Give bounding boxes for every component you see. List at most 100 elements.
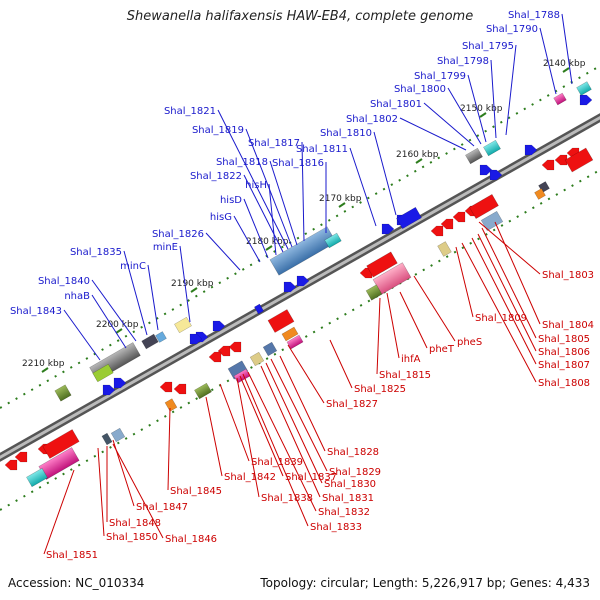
bottom-leader-line: [386, 292, 400, 359]
bottom-leader-line: [236, 377, 260, 498]
top-gene-label: Shal_1798: [437, 56, 489, 67]
top-gene-label: minC: [120, 261, 146, 272]
bottom-leader-line: [376, 297, 381, 375]
bottom-leader-line: [260, 365, 321, 498]
bottom-leader-line: [247, 371, 317, 512]
forward-gene-arrow: [489, 169, 503, 181]
top-gene-label: Shal_1810: [320, 128, 372, 139]
scale-tick-mark: [479, 112, 487, 118]
top-gene-label: hisD: [220, 195, 242, 206]
bottom-leader-line: [43, 469, 75, 555]
bottom-gene-label: Shal_1815: [379, 370, 431, 381]
top-leader-line: [505, 44, 517, 136]
top-gene-label: Shal_1835: [70, 247, 122, 258]
gene-block: [553, 92, 567, 106]
forward-gene-arrow: [189, 333, 203, 345]
bottom-leader-line: [413, 275, 456, 342]
reverse-gene-arrow: [4, 459, 18, 471]
top-gene-label: Shal_1799: [414, 71, 466, 82]
bottom-gene-label: Shal_1846: [165, 534, 217, 545]
top-strand-features: [54, 81, 593, 402]
gene-block: [480, 210, 504, 232]
bottom-gene-label: Shal_1839: [251, 457, 303, 468]
top-gene-label: Shal_1802: [346, 114, 398, 125]
top-leader-line: [268, 183, 277, 256]
reverse-gene-box: [42, 429, 80, 459]
scale-tick-label: 2190 kbp: [171, 279, 214, 289]
bottom-leader-line: [477, 233, 537, 352]
top-leader-line: [490, 59, 497, 139]
gene-block: [164, 398, 178, 412]
reverse-gene-arrow: [228, 341, 242, 353]
gene-block: [155, 331, 167, 343]
top-gene-label: Shal_1816: [272, 158, 324, 169]
top-leader-line: [63, 309, 101, 361]
bottom-gene-label: Shal_1827: [326, 399, 378, 410]
top-leader-line: [349, 147, 377, 227]
forward-gene-arrow: [579, 94, 593, 106]
top-gene-label: nhaB: [64, 291, 90, 302]
reverse-gene-arrow: [159, 381, 173, 393]
top-gene-label: Shal_1788: [508, 10, 560, 21]
bottom-gene-label: pheS: [457, 337, 482, 348]
accession-text: Accession: NC_010334: [8, 576, 145, 590]
bottom-gene-label: Shal_1807: [538, 360, 590, 371]
gene-block: [141, 333, 159, 350]
top-gene-label: Shal_1818: [216, 157, 268, 168]
bottom-leader-line: [481, 227, 537, 339]
reverse-gene-arrow: [208, 351, 222, 363]
gene-block: [365, 284, 383, 301]
gene-block: [110, 427, 126, 443]
gene-block: [465, 147, 483, 165]
bottom-gene-label: Shal_1808: [538, 378, 590, 389]
top-leader-line: [217, 109, 289, 250]
reverse-gene-box: [366, 251, 398, 278]
gene-block: [534, 188, 546, 200]
top-leader-line: [243, 174, 284, 253]
top-gene-label: Shal_1819: [192, 125, 244, 136]
scale-tick-mark: [265, 245, 273, 251]
scale-tick-mark: [415, 158, 423, 164]
bottom-gene-label: pheT: [429, 344, 455, 355]
bottom-gene-label: Shal_1842: [224, 472, 276, 483]
bottom-gene-label: Shal_1851: [46, 550, 98, 561]
bottom-leader-line: [329, 339, 353, 389]
reverse-gene-arrow: [541, 159, 555, 171]
reverse-gene-arrow: [173, 383, 187, 395]
bottom-leader-line: [287, 344, 325, 404]
reverse-gene-box: [564, 147, 594, 173]
gene-block: [262, 341, 278, 357]
bottom-leader-line: [219, 383, 250, 462]
top-leader-line: [539, 27, 557, 95]
bottom-gene-label: Shal_1825: [354, 384, 406, 395]
reverse-gene-box: [469, 194, 499, 219]
gene-block: [174, 316, 192, 334]
top-leader-line: [147, 264, 159, 331]
scale-tick-label: 2210 kbp: [22, 359, 65, 369]
bottom-leader-line: [205, 396, 223, 477]
bottom-gene-label: Shal_1805: [538, 334, 590, 345]
reverse-gene-arrow: [440, 218, 454, 230]
scale-tick-label: 2160 kbp: [396, 150, 439, 160]
map-title: Shewanella halifaxensis HAW-EB4, complet…: [126, 9, 474, 24]
bottom-gene-label: Shal_1828: [327, 447, 379, 458]
gene-block: [194, 382, 212, 400]
bottom-gene-label: Shal_1832: [318, 507, 370, 518]
scale-tick-mark: [562, 67, 570, 73]
reverse-gene-arrow: [14, 451, 28, 463]
bottom-gene-label: ihfA: [401, 354, 421, 365]
forward-gene-arrow: [381, 223, 395, 235]
top-leader-line: [233, 215, 261, 263]
bottom-leader-line: [455, 246, 474, 318]
tick-row-top: [0, 65, 600, 409]
reverse-gene-arrow: [359, 267, 373, 279]
bottom-leader-line: [494, 221, 541, 325]
topology-summary: Topology: circular; Length: 5,226,917 bp…: [260, 576, 590, 590]
gene-block: [54, 384, 72, 402]
scale-tick-label: 2140 kbp: [543, 59, 586, 69]
top-gene-label: hisG: [210, 212, 232, 223]
top-gene-label: Shal_1790: [486, 24, 538, 35]
bottom-leader-line: [242, 373, 309, 527]
top-gene-label: Shal_1817: [248, 138, 300, 149]
